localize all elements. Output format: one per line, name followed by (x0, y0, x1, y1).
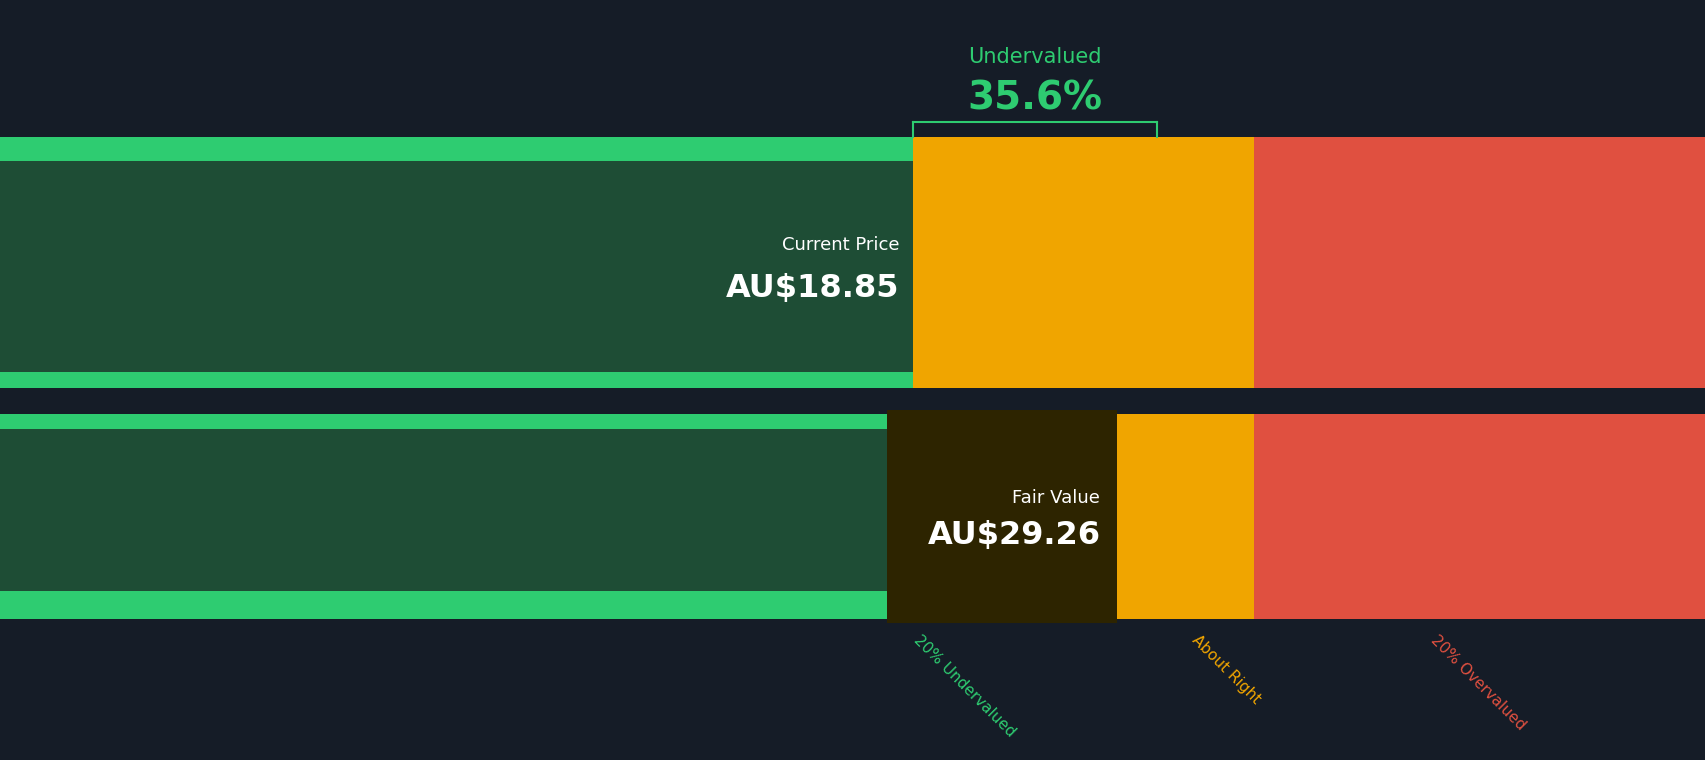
Bar (1253, 137, 1705, 619)
Text: AU$29.26: AU$29.26 (928, 521, 1100, 551)
Text: Undervalued: Undervalued (967, 47, 1101, 67)
Bar (887, 410, 1117, 623)
Text: About Right: About Right (1188, 632, 1262, 707)
Bar (0, 388, 1705, 414)
Text: 20% Overvalued: 20% Overvalued (1427, 632, 1528, 733)
Text: Current Price: Current Price (781, 236, 899, 255)
Bar (912, 137, 1253, 619)
Text: 20% Undervalued: 20% Undervalued (910, 632, 1018, 739)
Bar (0, 137, 912, 619)
Text: 35.6%: 35.6% (967, 80, 1101, 118)
Text: AU$18.85: AU$18.85 (725, 273, 899, 303)
Text: Fair Value: Fair Value (1011, 489, 1100, 507)
Bar (0, 429, 912, 591)
Bar (0, 161, 912, 372)
